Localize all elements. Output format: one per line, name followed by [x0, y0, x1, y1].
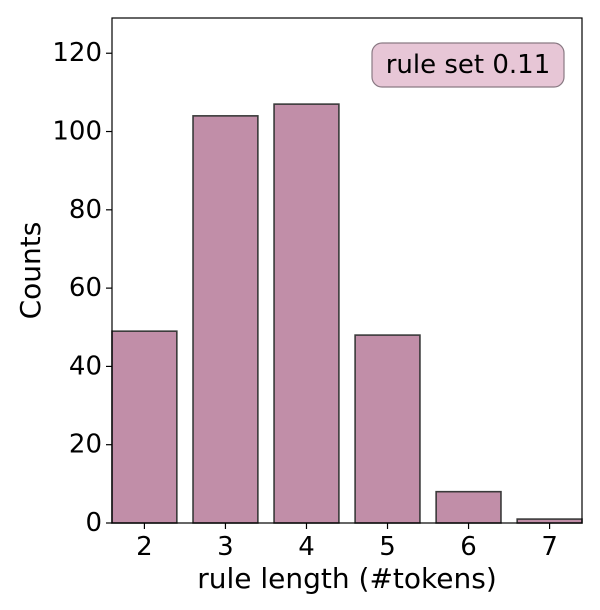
bars-group — [111, 103, 583, 524]
x-tick-label-7: 7 — [541, 532, 558, 562]
y-tick-label-40: 40 — [69, 351, 102, 381]
y-axis-label: Counts — [14, 222, 47, 320]
y-axis-ticks: 0 20 40 60 80 100 120 — [52, 38, 112, 538]
annotation-box: rule set 0.11 — [371, 42, 565, 88]
x-tick-label-6: 6 — [460, 532, 477, 562]
x-tick-label-5: 5 — [379, 532, 396, 562]
bar-3 — [192, 115, 259, 524]
y-tick-label-120: 120 — [52, 38, 102, 68]
bar-6 — [435, 490, 502, 524]
y-tick-label-100: 100 — [52, 117, 102, 147]
y-tick-label-60: 60 — [69, 273, 102, 303]
y-tick-label-0: 0 — [85, 508, 102, 538]
annotation-text: rule set 0.11 — [386, 50, 551, 80]
x-axis-ticks: 2 3 4 5 6 7 — [136, 523, 558, 562]
x-axis-label: rule length (#tokens) — [197, 562, 497, 595]
y-tick-label-80: 80 — [69, 195, 102, 225]
x-tick-label-3: 3 — [217, 532, 234, 562]
bar-4 — [273, 103, 340, 524]
y-tick-label-20: 20 — [69, 430, 102, 460]
x-tick-label-4: 4 — [298, 532, 315, 562]
annotation-background — [371, 42, 565, 88]
plot-frame — [111, 17, 583, 524]
bar-5 — [354, 334, 421, 524]
x-tick-label-2: 2 — [136, 532, 153, 562]
bar-2 — [111, 330, 178, 524]
